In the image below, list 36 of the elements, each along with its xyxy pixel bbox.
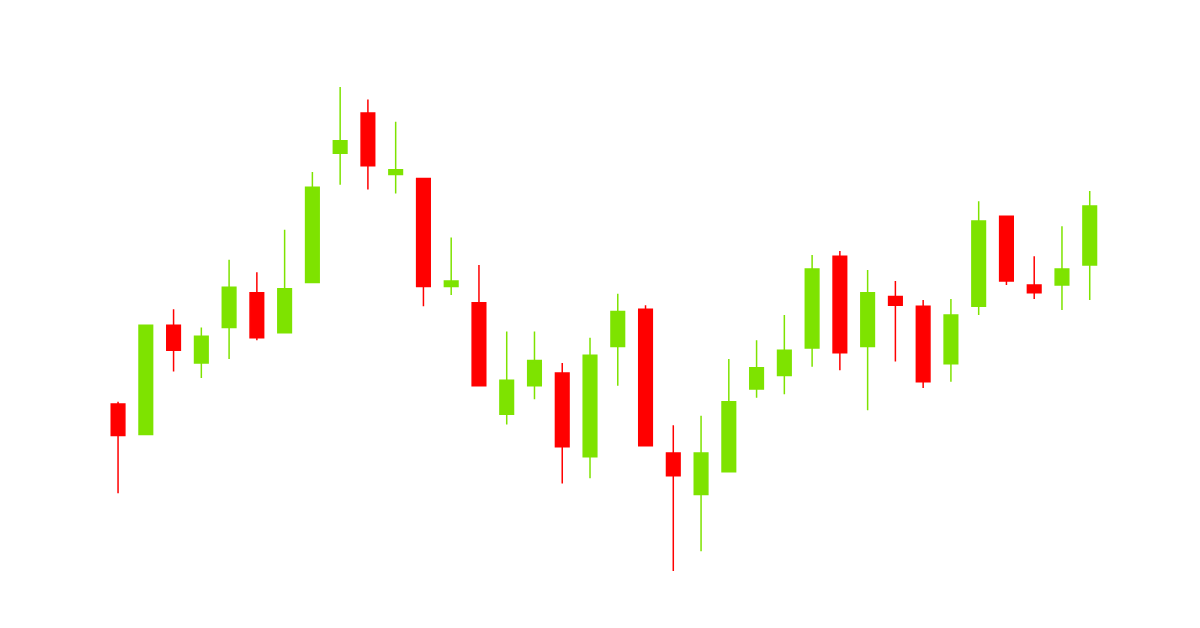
- candlestick: [110, 400, 126, 494]
- candlestick: [304, 171, 320, 284]
- candlestick: [193, 326, 209, 379]
- candlestick: [554, 362, 570, 485]
- candlestick: [665, 424, 681, 572]
- candlestick: [1054, 225, 1070, 311]
- candlestick: [499, 330, 515, 426]
- candlestick: [1082, 190, 1098, 301]
- candlestick: [915, 299, 931, 389]
- candlestick: [582, 336, 598, 479]
- candlestick: [1026, 255, 1042, 300]
- candlestick: [832, 250, 848, 371]
- candlestick: [776, 314, 792, 396]
- candlestick: [471, 264, 487, 387]
- candlestick: [804, 254, 820, 368]
- candlestick: [998, 215, 1014, 286]
- candlestick: [943, 298, 959, 383]
- candlestick: [388, 121, 404, 195]
- candlestick: [249, 271, 265, 341]
- candlestick: [610, 292, 626, 387]
- candlestick: [166, 308, 182, 373]
- candlestick: [860, 269, 876, 412]
- candlestick: [887, 280, 903, 363]
- candlestick: [415, 177, 431, 307]
- candlestick: [360, 98, 376, 191]
- candlestick: [332, 86, 348, 186]
- candlestick: [637, 304, 654, 447]
- candlestick: [221, 259, 237, 360]
- candlestick: [138, 324, 154, 436]
- candlestick: [749, 339, 765, 399]
- candlestick: [526, 330, 543, 400]
- candlestick: [277, 228, 293, 334]
- candlestick: [443, 236, 459, 296]
- candlestick: [971, 200, 987, 316]
- candlestick: [721, 358, 737, 473]
- candlestick: [693, 414, 709, 552]
